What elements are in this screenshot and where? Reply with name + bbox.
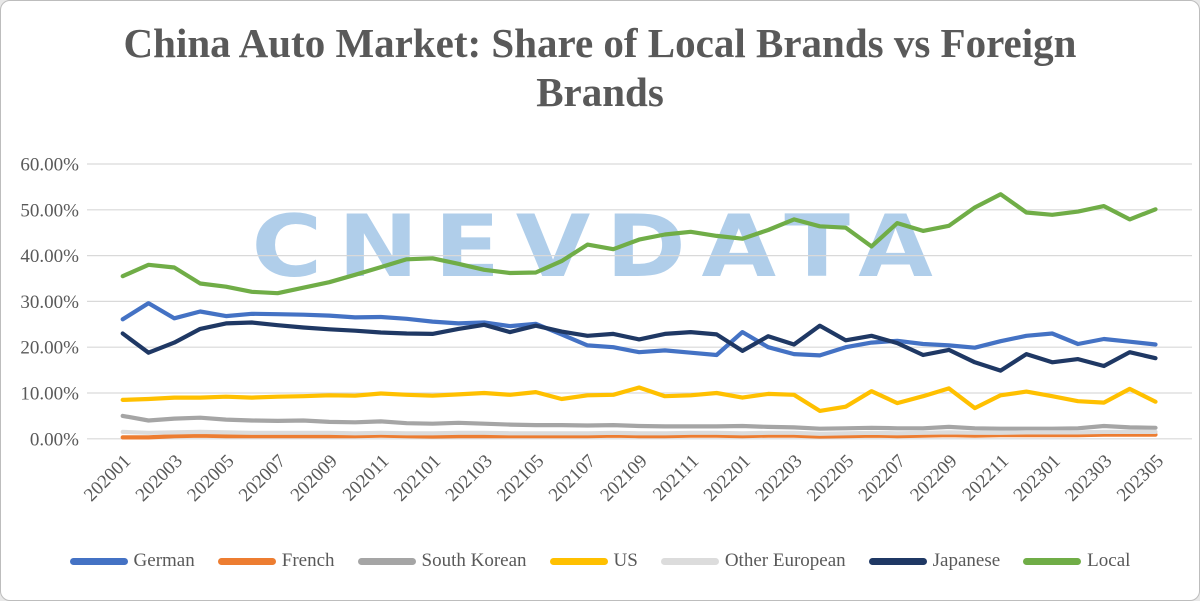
legend-label: US (613, 550, 638, 571)
x-axis-tick-label: 202209 (906, 451, 961, 506)
x-axis-tick-label: 202009 (287, 451, 342, 506)
legend-item-local: Local (1023, 550, 1130, 572)
x-axis-tick-label: 202207 (855, 451, 910, 506)
legend-label: South Korean (421, 550, 527, 571)
chart-title: China Auto Market: Share of Local Brands… (123, 20, 1077, 116)
legend-item-other-european: Other European (660, 550, 846, 572)
x-axis-tick-label: 202107 (545, 451, 600, 506)
x-axis-tick-label: 202203 (751, 451, 806, 506)
series-line-other-european (120, 429, 1158, 436)
legend-label: French (281, 550, 335, 571)
legend-swatch-icon (1023, 557, 1082, 565)
x-axis-tick-label: 202001 (80, 451, 135, 506)
legend-swatch-icon (217, 557, 276, 565)
legend-item-german: German (69, 550, 195, 572)
series-line-south-korean (120, 413, 1158, 431)
x-axis-tick-label: 202109 (596, 451, 651, 506)
y-axis-tick-label: 50.00% (20, 200, 79, 221)
x-axis-tick-label: 202003 (132, 451, 187, 506)
x-axis-tick-label: 202005 (183, 451, 238, 506)
y-axis-tick-label: 60.00% (20, 155, 79, 176)
y-axis-tick-label: 0.00% (30, 429, 79, 450)
x-axis-tick-label: 202011 (339, 451, 394, 506)
legend-item-us: US (549, 550, 638, 572)
legend-swatch-icon (357, 557, 416, 565)
x-axis-tick-label: 202205 (803, 451, 858, 506)
series-line-local (120, 192, 1158, 296)
legend-swatch-icon (69, 557, 128, 565)
y-axis-tick-label: 10.00% (20, 384, 79, 405)
y-axis-tick-label: 30.00% (20, 292, 79, 313)
legend-item-south-korean: South Korean (357, 550, 527, 572)
legend-item-french: French (217, 550, 335, 572)
legend-swatch-icon (660, 557, 719, 565)
legend-label: German (133, 550, 195, 571)
series-line-japanese (120, 320, 1158, 373)
x-axis-tick-label: 202305 (1113, 451, 1168, 506)
x-axis-tick-label: 202201 (700, 451, 755, 506)
x-axis-tick-label: 202101 (390, 451, 445, 506)
legend-label: Other European (724, 550, 846, 571)
legend-label: Local (1087, 550, 1131, 571)
series-line-us (120, 385, 1158, 413)
series-line-german (120, 301, 1158, 358)
x-axis-tick-label: 202301 (1010, 451, 1065, 506)
x-axis-tick-label: 202105 (493, 451, 548, 506)
legend-label: Japanese (932, 550, 1001, 571)
series-line-french (120, 432, 1158, 440)
x-axis-tick-label: 202103 (442, 451, 497, 506)
x-axis-tick-label: 202007 (235, 451, 290, 506)
x-axis-tick-label: 202211 (958, 451, 1013, 506)
x-axis-tick-label: 202111 (649, 451, 703, 505)
legend-swatch-icon (549, 557, 608, 565)
legend-swatch-icon (868, 557, 927, 565)
y-axis-tick-label: 20.00% (20, 338, 79, 359)
legend-item-japanese: Japanese (868, 550, 1001, 572)
chart-legend: German French South Korean US Other European… (1, 550, 1199, 572)
y-axis-tick-label: 40.00% (20, 246, 79, 267)
x-axis-tick-label: 202303 (1061, 451, 1116, 506)
